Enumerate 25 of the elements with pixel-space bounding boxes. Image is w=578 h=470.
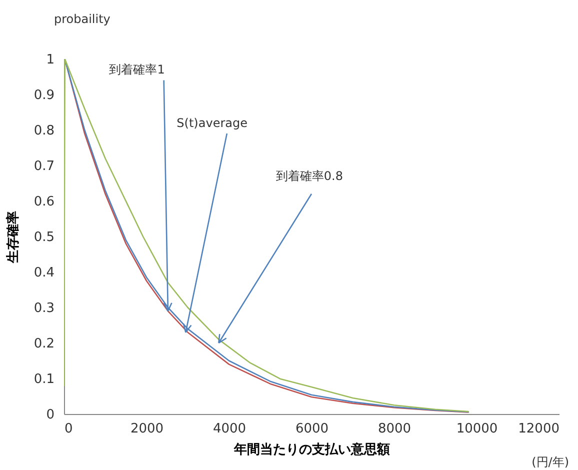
x-tick-label: 6000 bbox=[295, 422, 329, 436]
text: probaility bbox=[54, 12, 110, 26]
y-axis-title: 生存確率 bbox=[4, 211, 21, 264]
y-tick-label: 0 bbox=[46, 408, 54, 422]
x-tick-label: 4000 bbox=[212, 422, 246, 436]
x-tick-label: 12000 bbox=[518, 422, 560, 436]
annotation: S(t)average bbox=[176, 116, 248, 130]
x-tick-label: 10000 bbox=[456, 422, 498, 436]
annotation: 到着確率0.8 bbox=[276, 169, 343, 184]
x-tick-label: 0 bbox=[64, 422, 73, 436]
y-tick-label: 0.5 bbox=[34, 230, 54, 245]
annotation: 到着確率1 bbox=[109, 62, 165, 77]
y-tick-label: 0.2 bbox=[34, 336, 54, 352]
y-tick-label: 0.9 bbox=[34, 88, 54, 103]
y-tick-label: 0.3 bbox=[34, 301, 54, 316]
x-tick-label: 8000 bbox=[378, 422, 412, 436]
y-tick-label: 0.4 bbox=[34, 266, 54, 280]
y-tick-label: 0.6 bbox=[34, 194, 54, 210]
y-tick-label: 0.8 bbox=[34, 124, 54, 138]
x-axis-title: 年間当たりの支払い意思額 bbox=[233, 442, 390, 458]
y-tick-label: 0.7 bbox=[34, 159, 54, 174]
text: (円/年) bbox=[532, 455, 569, 469]
y-tick-label: 0.1 bbox=[34, 372, 54, 387]
x-tick-label: 2000 bbox=[130, 422, 164, 436]
y-tick-label: 1 bbox=[46, 52, 54, 68]
